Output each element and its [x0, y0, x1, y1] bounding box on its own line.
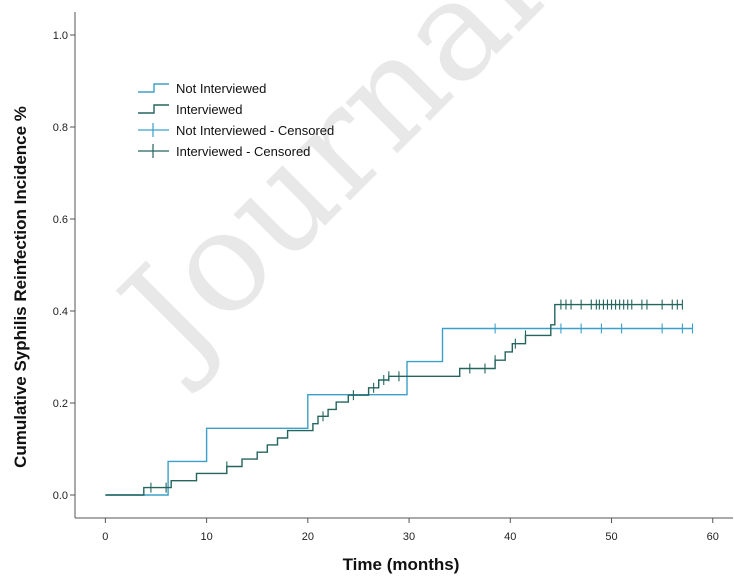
y-tick-label: 0.6	[53, 214, 68, 226]
legend: Not Interviewed Interviewed Not Interviewe…	[138, 81, 334, 159]
legend-label: Interviewed	[176, 102, 242, 117]
x-tick-label: 50	[605, 531, 617, 543]
x-tick-label: 20	[302, 531, 314, 543]
y-tick-label: 0.2	[53, 398, 68, 410]
legend-label: Not Interviewed - Censored	[176, 123, 334, 138]
legend-line-swatch	[138, 83, 169, 93]
y-tick-label: 0.8	[53, 122, 68, 134]
x-tick-label: 60	[707, 531, 719, 543]
x-tick-label: 10	[200, 531, 212, 543]
y-axis-title: Cumulative Syphilis Reinfection Incidenc…	[11, 106, 30, 468]
x-tick-label: 30	[403, 531, 415, 543]
legend-label: Not Interviewed	[176, 81, 266, 96]
series-line-not-interviewed	[105, 327, 693, 496]
y-tick-label: 0.4	[53, 306, 68, 318]
axes: 0 10 20 30 40 50 60 0.0 0.2 0.4 0.6 0.8 1.0	[53, 12, 733, 543]
x-axis-title: Time (months)	[343, 555, 460, 574]
y-tick-label: 0.0	[53, 490, 68, 502]
x-tick-label: 0	[102, 531, 108, 543]
legend-line-swatch	[138, 104, 169, 114]
x-tick-label: 40	[504, 531, 516, 543]
legend-label: Interviewed - Censored	[176, 144, 310, 159]
watermark: Journal	[83, 0, 572, 400]
series-line-interviewed	[105, 303, 683, 496]
y-tick-label: 1.0	[53, 30, 68, 42]
series-layer	[105, 299, 694, 496]
